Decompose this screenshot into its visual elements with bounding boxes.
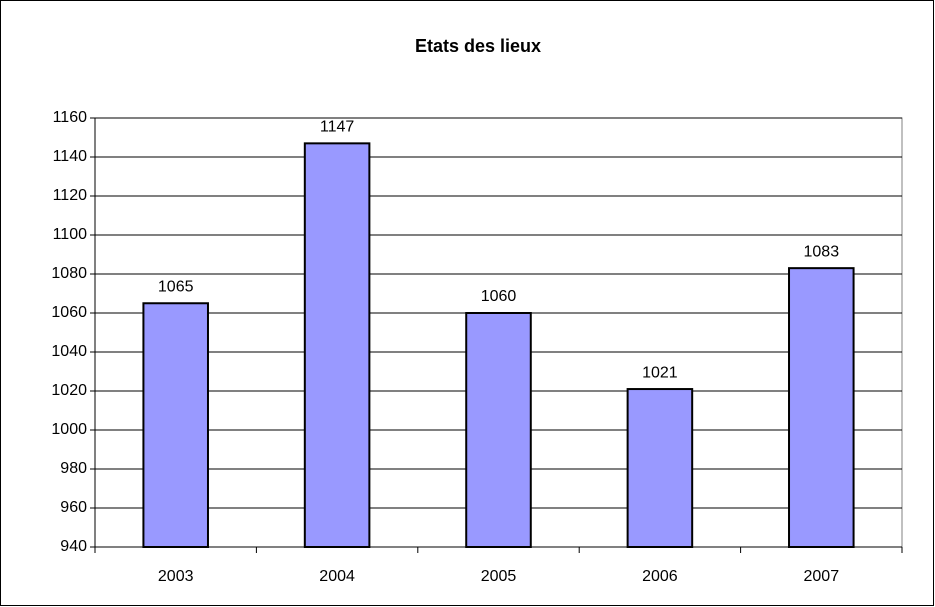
bar [142,302,209,548]
bar [465,312,532,548]
bar [626,388,694,548]
y-tick-label: 1120 [53,187,88,204]
y-tick-label: 980 [60,460,87,477]
data-label: 1060 [481,288,517,305]
x-tick-label: 2007 [804,568,840,585]
data-label: 1065 [158,278,194,295]
y-tick-label: 960 [60,499,87,516]
y-tick-label: 1100 [53,226,88,243]
chart-title: Etats des lieux [415,36,541,56]
bar [303,142,371,548]
y-tick-label: 1160 [53,109,88,126]
y-tick-label: 940 [60,538,87,555]
data-label: 1083 [804,243,840,260]
y-tick-label: 1020 [51,382,87,399]
bar [788,267,855,548]
y-tick-label: 1060 [51,304,87,321]
x-tick-label: 2004 [319,568,355,585]
data-label: 1147 [320,119,355,136]
x-tick-label: 2003 [158,568,194,585]
x-tick-label: 2006 [642,568,678,585]
y-tick-label: 1080 [51,265,87,282]
y-tick-label: 1040 [51,343,87,360]
x-tick-label: 2005 [481,568,517,585]
data-label: 1021 [642,364,678,381]
y-tick-label: 1000 [51,421,87,438]
y-tick-label: 1140 [53,148,88,165]
